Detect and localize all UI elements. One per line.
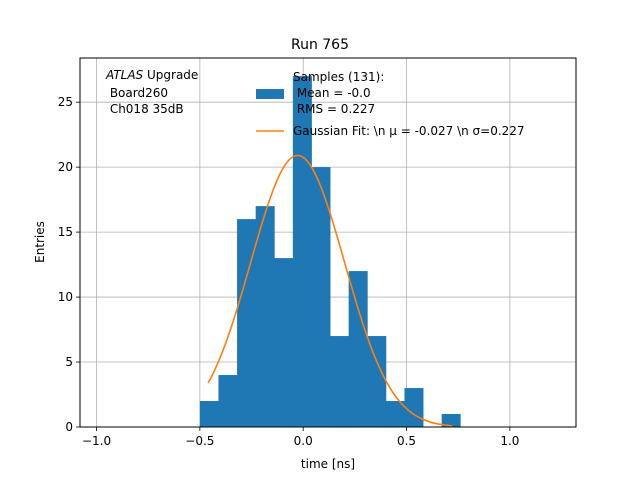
y-tick-label: 10 [58,290,73,304]
histogram-bar [292,76,312,428]
y-tick-label: 25 [58,95,73,109]
x-tick-label: 1.0 [500,434,519,448]
x-tick-label: 0.5 [397,434,416,448]
annotation-upgrade: Upgrade [143,68,198,82]
y-axis-ticks: 0 5 10 15 20 25 [58,95,80,434]
histogram-bar [218,375,238,427]
x-tick-label: −1.0 [82,434,111,448]
legend-fit-label: Gaussian Fit: \n μ = -0.027 \n σ=0.227 [293,124,525,138]
histogram-bar [404,388,424,427]
annotation-title: ATLAS Upgrade [105,68,198,82]
histogram-bar [441,414,461,427]
histogram-bar [367,336,387,427]
annotation-atlas: ATLAS [105,68,144,82]
y-tick-label: 0 [65,420,73,434]
annotation-board: Board260 [106,86,168,100]
histogram-bar [237,219,257,427]
legend-samples-label: Samples (131): [293,70,384,84]
x-tick-label: 0.0 [294,434,313,448]
histogram-bar [385,401,405,427]
chart-title: Run 765 [291,37,349,53]
x-axis-label: time [ns] [301,457,355,471]
legend-samples-swatch [256,89,284,99]
histogram-bars [199,76,461,428]
legend: Samples (131): Mean = -0.0 RMS = 0.227 G… [256,70,525,138]
histogram-bar [199,401,219,427]
gaussian-fit-curve [207,154,453,427]
histogram-bar [255,206,275,427]
y-tick-label: 5 [65,355,73,369]
x-axis-ticks: −1.0 −0.5 0.0 0.5 1.0 [82,427,519,448]
histogram-bar [330,336,350,427]
atlas-annotation: ATLAS Upgrade Board260 Ch018 35dB [105,68,198,116]
y-tick-label: 15 [58,225,73,239]
legend-samples-mean: Mean = -0.0 [293,86,371,100]
histogram-bar [348,271,368,427]
histogram-bar [311,167,331,427]
annotation-channel: Ch018 35dB [106,102,184,116]
y-tick-label: 20 [58,160,73,174]
histogram-bar [274,258,294,427]
x-tick-label: −0.5 [185,434,214,448]
legend-samples-rms: RMS = 0.227 [293,102,375,116]
plot-frame [79,57,577,428]
y-axis-label: Entries [33,221,47,263]
